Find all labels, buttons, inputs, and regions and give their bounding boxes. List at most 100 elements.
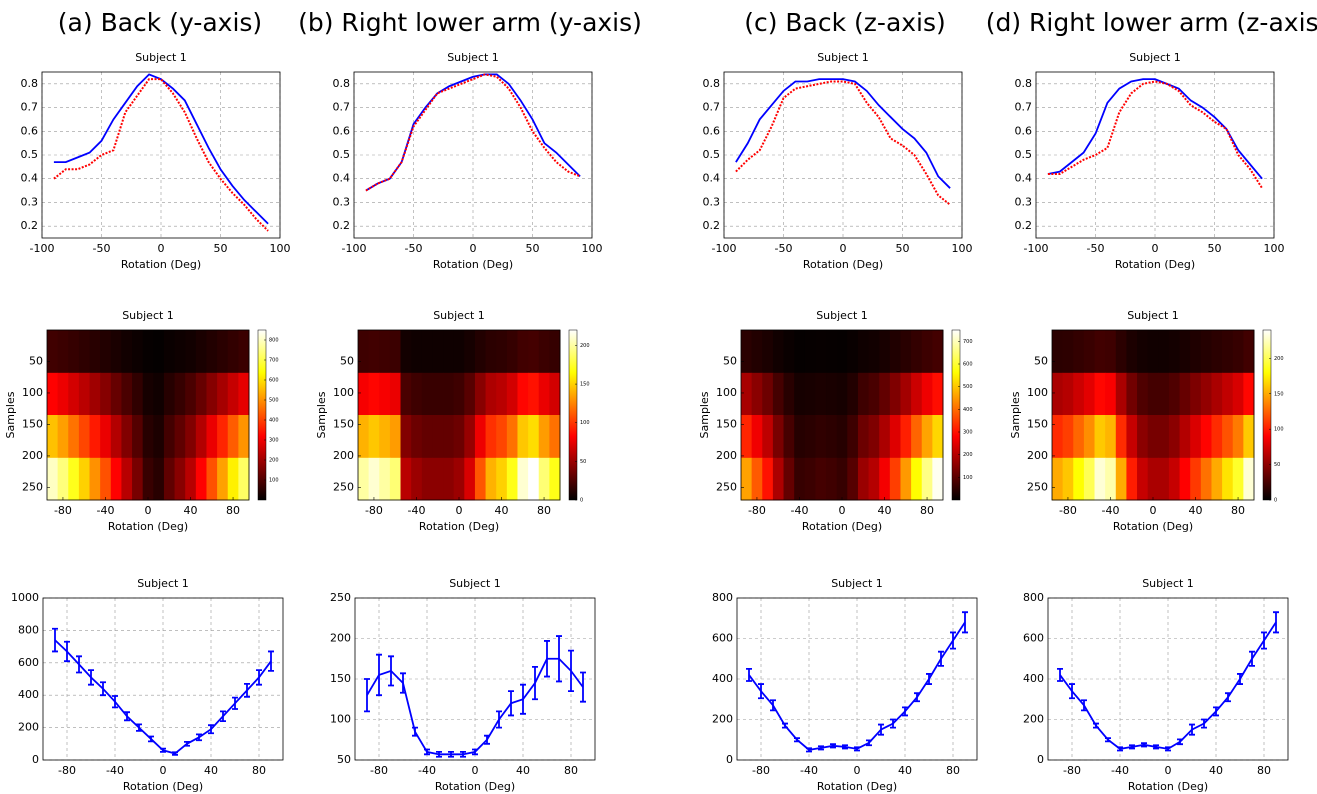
y-tick-label: 0.3 — [333, 195, 351, 208]
heatmap-cell — [868, 457, 880, 501]
heatmap-cell — [826, 415, 838, 459]
y-tick-label: 0 — [726, 753, 733, 766]
heatmap-cell — [206, 372, 218, 416]
x-axis-label: Rotation (Deg) — [817, 780, 897, 793]
y-tick-label: 0.2 — [1015, 219, 1033, 232]
error-bar — [950, 631, 956, 650]
heatmap-cell — [815, 415, 827, 459]
error-bar — [854, 746, 860, 752]
heatmap-cell — [379, 372, 391, 416]
y-tick-label: 50 — [29, 354, 43, 367]
plot-frame — [723, 71, 963, 239]
heatmap-cell — [794, 415, 806, 459]
y-tick-label: 0.8 — [703, 77, 721, 90]
heatmap-cell — [227, 330, 239, 374]
line-series — [735, 80, 951, 206]
x-axis-label: Rotation (Deg) — [123, 780, 203, 793]
heatmap-cell — [227, 415, 239, 459]
chart-title: Subject 1 — [447, 51, 499, 64]
colorbar-tick-label: 100 — [1274, 427, 1284, 433]
plot-frame — [1051, 329, 1255, 501]
line-series — [1047, 78, 1263, 180]
colorbar-tick-label: 100 — [269, 478, 279, 484]
y-tick-label: 0.5 — [21, 148, 39, 161]
colorbar-tick-label: 200 — [580, 343, 590, 349]
error-bar — [794, 737, 800, 743]
heatmap-cell — [506, 330, 518, 374]
heatmap-cell — [879, 330, 891, 374]
x-tick-label: -80 — [58, 764, 76, 777]
x-tick-label: 80 — [1231, 504, 1245, 517]
error-bar — [962, 611, 968, 634]
heatmap-cell — [857, 415, 870, 459]
colorbar — [257, 329, 267, 501]
y-tick-label: 0.5 — [1015, 148, 1033, 161]
heatmap-cell — [1222, 372, 1234, 416]
heatmap-cell — [804, 457, 816, 501]
heatmap-cell — [751, 415, 763, 459]
heatmap-cell — [411, 457, 423, 501]
heatmap-cell — [78, 330, 91, 374]
error-bar — [100, 681, 106, 697]
heatmap-cell — [911, 330, 923, 374]
heatmap-cell — [1243, 457, 1255, 501]
error-bar — [890, 718, 896, 729]
heatmap-cell — [1222, 330, 1234, 374]
heatmap-cell — [794, 457, 806, 501]
error-bar — [1117, 746, 1123, 752]
plot-frame — [42, 597, 284, 761]
error-bar — [508, 690, 514, 717]
heatmap-cell — [432, 330, 444, 374]
error-bar — [1213, 706, 1219, 717]
heatmap-cell — [900, 330, 912, 374]
error-bar — [244, 682, 250, 698]
heatmap-cell — [153, 372, 165, 416]
heatmap-cell — [153, 330, 165, 374]
colorbar-tick-label: 150 — [1274, 391, 1284, 397]
heatmap-cell — [121, 415, 133, 459]
heatmap-cell — [741, 372, 753, 416]
error-bar — [532, 665, 538, 701]
y-tick-label: 0.5 — [333, 148, 351, 161]
heatmap-cell — [110, 415, 122, 459]
error-bar — [448, 751, 454, 758]
y-tick-label: 0.8 — [333, 77, 351, 90]
heatmap-cell — [142, 372, 154, 416]
heatmap-cell — [1083, 415, 1096, 459]
heatmap-cell — [528, 330, 540, 374]
heatmap-cell — [389, 372, 402, 416]
plot-frame — [46, 329, 250, 501]
y-tick-label: 0.7 — [1015, 101, 1033, 114]
heatmap-cell — [421, 457, 433, 501]
heatmap-cell — [47, 415, 59, 459]
x-tick-label: 0 — [160, 764, 167, 777]
plot-frame — [1047, 597, 1289, 761]
error-bar — [746, 667, 752, 682]
error-bar — [364, 678, 370, 713]
heatmap-cell — [1200, 372, 1212, 416]
heatmap-cell — [400, 330, 412, 374]
y-tick-label: 150 — [333, 417, 354, 430]
y-tick-label: 0.8 — [21, 77, 39, 90]
heatmap-cell — [857, 372, 870, 416]
error-bar — [1165, 746, 1171, 752]
y-tick-label: 0.4 — [21, 172, 39, 185]
heatmap-cell — [783, 330, 795, 374]
x-tick-label: -100 — [712, 242, 737, 255]
heatmap-cell — [453, 415, 465, 459]
heatmap-cell — [464, 330, 476, 374]
x-tick-label: -50 — [93, 242, 111, 255]
error-bar — [902, 706, 908, 717]
x-tick-label: 0 — [158, 242, 165, 255]
error-bar — [172, 751, 178, 756]
heatmap-cell — [506, 457, 518, 501]
y-tick-label: 200 — [330, 632, 351, 645]
heatmap-cell — [464, 457, 476, 501]
colorbar-tick-label: 700 — [963, 339, 973, 345]
error-bar — [580, 671, 586, 703]
error-bar — [520, 683, 526, 715]
y-tick-label: 0.3 — [21, 195, 39, 208]
heatmap-cell — [794, 330, 806, 374]
x-tick-label: -40 — [800, 764, 818, 777]
x-tick-label: -50 — [775, 242, 793, 255]
